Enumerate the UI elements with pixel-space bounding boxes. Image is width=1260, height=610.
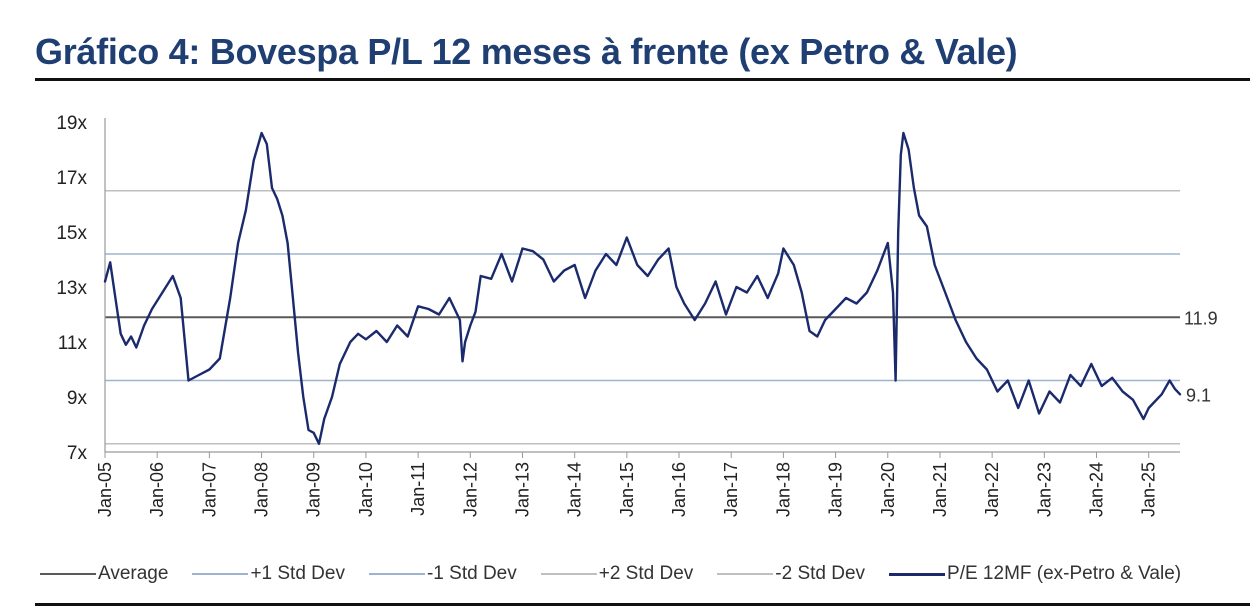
x-tick-label: Jan-21 (930, 462, 950, 517)
legend-item-minus1sd: -1 Std Dev (368, 563, 517, 585)
legend-label-plus1sd: +1 Std Dev (250, 563, 345, 584)
legend-label-minus2sd: -2 Std Dev (775, 563, 866, 584)
legend-swatch-minus1sd (368, 573, 425, 575)
y-tick-label: 13x (56, 278, 87, 299)
x-tick-label: Jan-09 (304, 462, 324, 517)
x-tick-label: Jan-22 (982, 462, 1002, 517)
axes (104, 118, 1180, 458)
x-tick-label: Jan-14 (565, 462, 585, 517)
x-tick-label: Jan-15 (617, 462, 637, 517)
legend: Average +1 Std Dev -1 Std Dev +2 Std Dev… (40, 562, 1181, 586)
series-line-pe (103, 131, 1182, 445)
x-tick-label: Jan-06 (147, 462, 167, 517)
legend-label-plus2sd: +2 Std Dev (598, 563, 694, 584)
legend-swatch-pe-series (889, 572, 946, 576)
x-tick-label: Jan-12 (460, 462, 480, 517)
last-value-label: 9.1 (1186, 385, 1211, 405)
x-tick-label: Jan-05 (95, 462, 115, 517)
x-tick-label: Jan-19 (826, 462, 846, 517)
title-rule (35, 78, 1250, 81)
x-tick-label: Jan-13 (512, 462, 532, 517)
x-tick-label: Jan-11 (408, 462, 428, 516)
x-tick-label: Jan-07 (199, 462, 219, 517)
axis-labels: 11.9 7x 9x 11x 13x 15x 17x 19x Jan-05 Jan-06 Jan-0… (56, 113, 1217, 517)
y-tick-label: 9x (67, 388, 88, 409)
legend-swatch-minus2sd (717, 573, 774, 575)
legend-label-average: Average (98, 563, 169, 584)
x-tick-label: Jan-23 (1034, 462, 1054, 517)
legend-swatch-average (40, 573, 96, 575)
legend-item-minus2sd: -2 Std Dev (717, 563, 865, 585)
x-tick-label: Jan-18 (773, 462, 793, 517)
x-tick-label: Jan-10 (356, 462, 376, 517)
legend-item-pe-series: P/E 12MF (ex-Petro & Vale) (889, 563, 1181, 585)
legend-item-plus2sd: +2 Std Dev (540, 563, 694, 585)
legend-swatch-plus2sd (540, 573, 597, 575)
average-value-label: 11.9 (1184, 308, 1218, 328)
y-tick-label: 7x (67, 443, 88, 464)
y-tick-label: 19x (56, 113, 87, 134)
legend-label-pe-series: P/E 12MF (ex-Petro & Vale) (947, 563, 1182, 584)
reference-lines (105, 189, 1180, 445)
x-tick-label: Jan-17 (721, 462, 741, 517)
y-tick-label: 11x (58, 333, 88, 354)
legend-item-plus1sd: +1 Std Dev (192, 563, 345, 585)
legend-label-minus1sd: -1 Std Dev (426, 563, 517, 584)
y-tick-label: 15x (56, 223, 87, 244)
legend-item-average: Average (40, 563, 168, 585)
y-tick-label: 17x (56, 168, 87, 189)
x-tick-label: Jan-24 (1087, 462, 1107, 517)
series-group (103, 131, 1182, 445)
x-tick-label: Jan-08 (252, 462, 272, 517)
x-tick-label: Jan-16 (669, 462, 689, 517)
x-tick-label: Jan-25 (1139, 462, 1159, 517)
chart-title: Gráfico 4: Bovespa P/L 12 meses à frente… (35, 31, 1018, 72)
x-tick-label: Jan-20 (878, 462, 898, 517)
legend-swatch-plus1sd (192, 573, 249, 575)
bottom-rule (35, 603, 1250, 606)
